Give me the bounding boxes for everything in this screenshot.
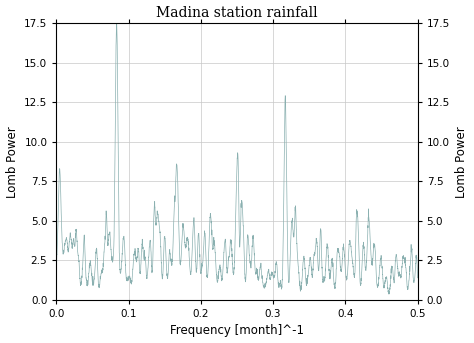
X-axis label: Frequency [month]^-1: Frequency [month]^-1 [170, 324, 304, 338]
Y-axis label: Lomb Power: Lomb Power [456, 126, 468, 198]
Y-axis label: Lomb Power: Lomb Power [6, 126, 18, 198]
Title: Madina station rainfall: Madina station rainfall [156, 5, 318, 20]
